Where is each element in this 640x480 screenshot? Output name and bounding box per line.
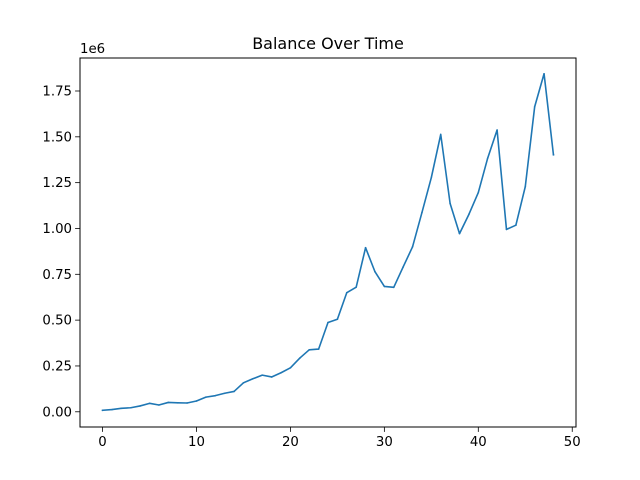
- data-point: [186, 402, 188, 404]
- y-axis-offset-label: 1e6: [80, 42, 105, 57]
- y-tick-label: 0.75: [42, 268, 72, 283]
- data-point: [205, 396, 207, 398]
- data-point: [111, 408, 113, 411]
- data-point: [176, 402, 179, 404]
- data-point: [552, 153, 555, 156]
- data-point: [477, 191, 480, 194]
- y-tick-label: 0.25: [42, 360, 72, 375]
- data-point: [364, 246, 367, 249]
- data-point: [336, 318, 339, 321]
- data-point: [308, 349, 311, 351]
- x-tick-label: 0: [98, 435, 106, 450]
- data-point: [392, 286, 395, 289]
- data-point: [458, 232, 461, 235]
- plot-frame: [79, 57, 577, 428]
- y-tick-label: 1.50: [42, 130, 72, 145]
- data-point: [158, 404, 160, 406]
- x-tick-label: 10: [188, 435, 205, 450]
- data-point: [270, 376, 273, 378]
- x-tick-label: 20: [282, 435, 299, 450]
- y-tick-label: 0.50: [42, 314, 72, 329]
- data-point: [430, 176, 433, 179]
- data-point: [252, 377, 254, 380]
- data-point: [280, 371, 282, 374]
- data-point: [505, 228, 508, 231]
- data-point: [515, 224, 517, 226]
- data-point: [167, 401, 170, 404]
- data-point: [345, 291, 348, 294]
- y-tick-label: 1.00: [42, 222, 72, 237]
- data-point: [129, 406, 132, 409]
- data-point: [421, 211, 423, 214]
- data-point: [233, 390, 235, 393]
- data-point: [486, 157, 489, 159]
- data-point: [533, 105, 536, 108]
- data-point: [449, 202, 451, 205]
- data-point: [383, 285, 386, 288]
- data-point: [101, 409, 104, 412]
- data-point: [317, 348, 320, 350]
- x-tick-label: 40: [470, 435, 487, 450]
- data-point: [439, 133, 442, 136]
- data-point: [261, 374, 264, 376]
- data-point: [374, 270, 376, 273]
- x-tick-label: 50: [564, 435, 581, 450]
- data-point: [120, 407, 123, 410]
- data-point: [223, 392, 226, 395]
- data-point: [195, 400, 198, 402]
- data-point: [139, 405, 141, 407]
- data-point: [242, 382, 245, 384]
- y-axis-ticks: 0.00 0.25 0.50 0.75 1.00 1.25 1.50 1.75: [42, 85, 80, 420]
- x-axis-ticks: 0 10 20 30 40 50: [98, 427, 581, 450]
- series-lines: [101, 72, 555, 412]
- data-point: [496, 129, 498, 131]
- data-point: [402, 266, 404, 268]
- y-tick-label: 1.25: [42, 176, 72, 191]
- data-point: [299, 357, 301, 359]
- chart-title: Balance Over Time: [252, 34, 404, 53]
- data-point: [355, 286, 357, 288]
- data-point: [148, 402, 151, 405]
- x-tick-label: 30: [376, 435, 393, 450]
- data-point: [327, 321, 329, 324]
- data-point: [543, 72, 545, 75]
- y-tick-label: 0.00: [42, 405, 72, 420]
- y-tick-label: 1.75: [42, 85, 72, 100]
- data-point: [411, 246, 414, 248]
- data-point: [468, 213, 470, 216]
- data-point: [524, 185, 527, 188]
- data-point: [289, 366, 292, 369]
- data-point: [214, 394, 217, 397]
